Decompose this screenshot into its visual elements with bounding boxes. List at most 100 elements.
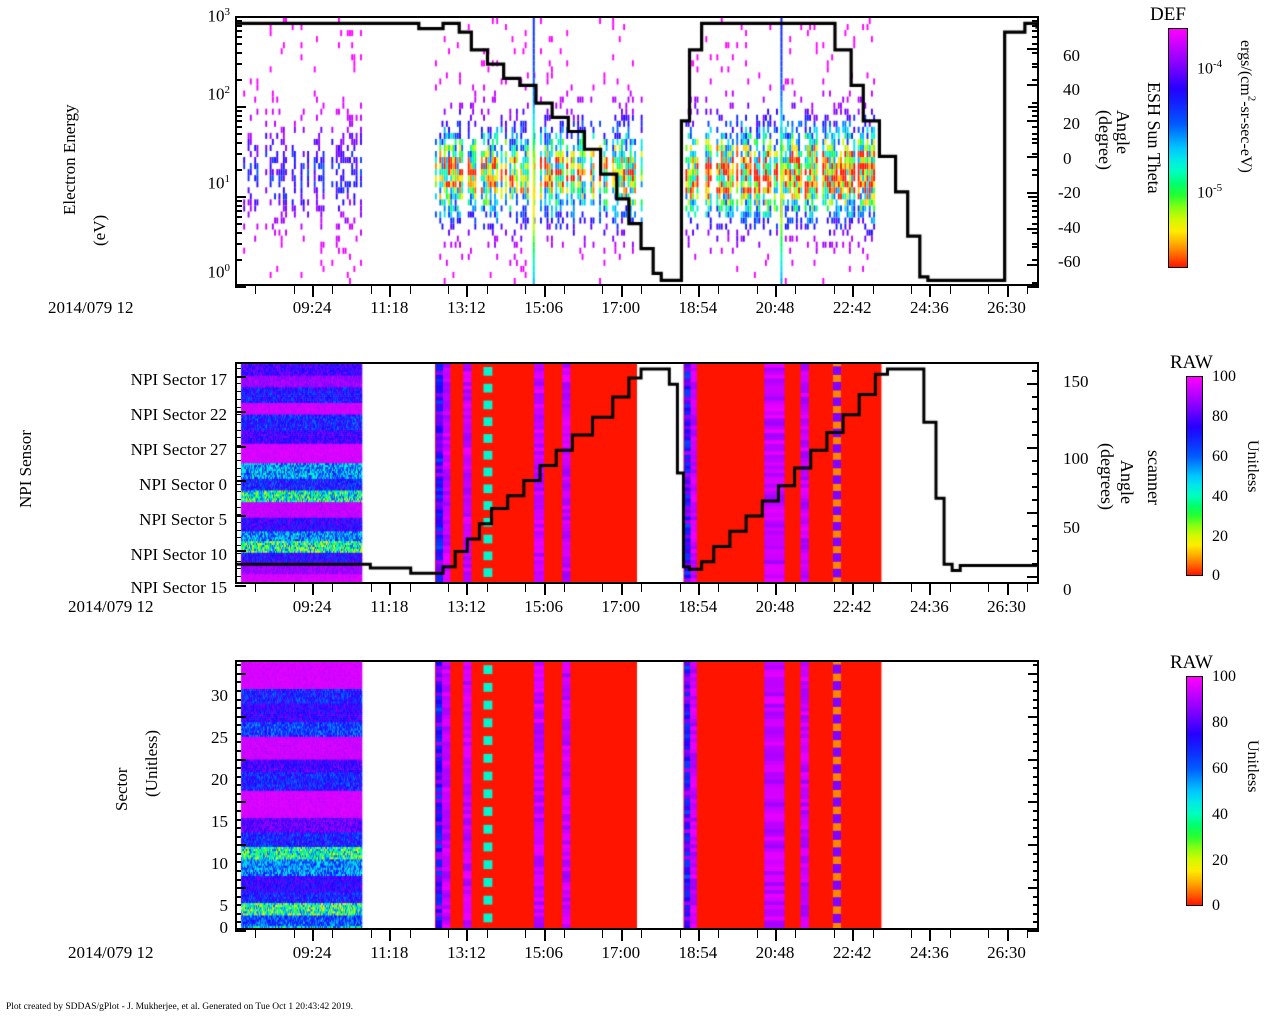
tick-mark <box>235 690 241 692</box>
panel2-xtick-9: 26:30 <box>987 597 1026 616</box>
tick-mark <box>235 110 242 113</box>
tick-mark <box>389 286 392 297</box>
tick-mark <box>929 286 932 297</box>
tick-mark <box>1033 750 1039 752</box>
panel2-right-tick-150: 150 <box>1063 372 1089 391</box>
panel1-right-axis-unit: (degree) <box>1095 110 1115 170</box>
panel3-ylabel-line1: Sector <box>111 768 131 812</box>
panel1-xaxis-start-label: 2014/079 12 <box>48 298 134 317</box>
tick-mark <box>949 930 951 938</box>
panel2-cbar-tick-100: 100 <box>1212 368 1236 385</box>
tick-mark <box>1028 887 1039 890</box>
panel2-ytick-1: NPI Sector 22 <box>130 405 227 424</box>
tick-mark <box>543 584 546 595</box>
tick-mark <box>371 286 373 294</box>
panel3-xtick-2: 13:12 <box>447 943 486 962</box>
panel1-xtick-3: 15:06 <box>524 298 563 317</box>
tick-mark <box>1027 228 1039 231</box>
panel2-cbar-tick-40: 40 <box>1212 488 1228 505</box>
tick-mark <box>235 545 241 547</box>
tick-mark <box>1032 485 1039 488</box>
tick-mark <box>1032 138 1039 141</box>
tick-mark <box>235 20 242 23</box>
tick-mark <box>235 895 241 898</box>
tick-mark <box>1032 153 1039 156</box>
tick-mark <box>235 43 242 46</box>
tick-mark <box>235 784 241 787</box>
tick-mark <box>1032 174 1039 177</box>
tick-mark <box>448 286 450 294</box>
panel3-cbar-tick-20: 20 <box>1212 852 1228 869</box>
tick-mark <box>1032 473 1039 475</box>
tick-mark <box>1027 84 1039 87</box>
tick-mark <box>1032 434 1039 437</box>
tick-mark <box>235 429 241 431</box>
panel1-right-tick-0: 0 <box>1063 149 1072 168</box>
tick-mark <box>235 376 246 378</box>
panel1-colorbar-tick-1e-5: 10-5 <box>1197 182 1223 202</box>
panel3-xtick-5: 18:54 <box>678 943 718 962</box>
tick-mark <box>929 584 932 595</box>
panel2-right-axis-unit: (degrees) <box>1097 443 1117 510</box>
tick-mark <box>1033 912 1039 915</box>
panel3-xtick-0: 09:24 <box>292 943 332 962</box>
tick-mark <box>1032 408 1039 411</box>
tick-mark <box>756 286 758 294</box>
panel1-right-tick-60: 60 <box>1063 46 1080 65</box>
tick-mark <box>563 930 565 938</box>
tick-mark <box>466 286 469 297</box>
tick-mark <box>235 35 242 38</box>
tick-mark <box>235 835 241 838</box>
tick-mark <box>235 475 241 477</box>
tick-mark <box>1033 707 1039 710</box>
tick-mark <box>1033 681 1039 684</box>
tick-mark <box>235 506 241 508</box>
tick-mark <box>911 584 913 592</box>
tick-mark <box>235 125 242 128</box>
panel3-ytick-20: 20 <box>211 770 228 789</box>
tick-mark <box>371 584 373 592</box>
panel3-ytick-30: 30 <box>211 686 228 705</box>
panel1-ytick-2-mantissa: 10 <box>207 84 225 104</box>
tick-mark <box>409 584 411 592</box>
tick-mark <box>255 930 257 938</box>
panel1-xtick-1: 11:18 <box>370 298 409 317</box>
tick-mark <box>235 724 241 727</box>
tick-mark <box>1027 48 1039 51</box>
tick-mark <box>1028 930 1039 932</box>
tick-mark <box>1032 246 1039 249</box>
tick-mark <box>1027 576 1039 579</box>
panel3-xtick-9: 26:30 <box>987 943 1026 962</box>
tick-mark <box>679 286 681 294</box>
panel1-right-tick-m40: -40 <box>1058 218 1081 237</box>
panel1-xtick-8: 24:36 <box>909 298 949 317</box>
panel2-right-tick-0: 0 <box>1063 580 1072 599</box>
tick-mark <box>911 930 913 938</box>
tick-mark <box>833 584 835 592</box>
tick-mark <box>1033 818 1039 821</box>
tick-mark <box>389 930 392 941</box>
tick-mark <box>543 930 546 941</box>
tick-mark <box>235 231 242 234</box>
tick-mark <box>235 368 241 369</box>
tick-mark <box>235 844 246 847</box>
tick-mark <box>1032 133 1039 136</box>
tick-mark <box>332 584 334 592</box>
tick-mark <box>235 119 242 122</box>
tick-mark <box>949 286 951 294</box>
tick-mark <box>255 286 257 294</box>
tick-mark <box>852 930 855 941</box>
panel3-xtick-4: 17:00 <box>601 943 641 962</box>
panel3-ytick-5: 5 <box>219 896 229 915</box>
tick-mark <box>235 921 241 924</box>
panel1-ytick-0-exponent: 0 <box>224 262 231 274</box>
panel-sector-plot <box>237 662 1037 928</box>
tick-mark <box>1033 775 1039 778</box>
panel3-cbar-tick-100: 100 <box>1212 668 1236 685</box>
tick-mark <box>235 715 246 718</box>
tick-mark <box>235 560 241 562</box>
tick-mark <box>448 584 450 592</box>
tick-mark <box>235 483 241 485</box>
panel2-right-axis-title: scanner <box>1144 450 1164 505</box>
